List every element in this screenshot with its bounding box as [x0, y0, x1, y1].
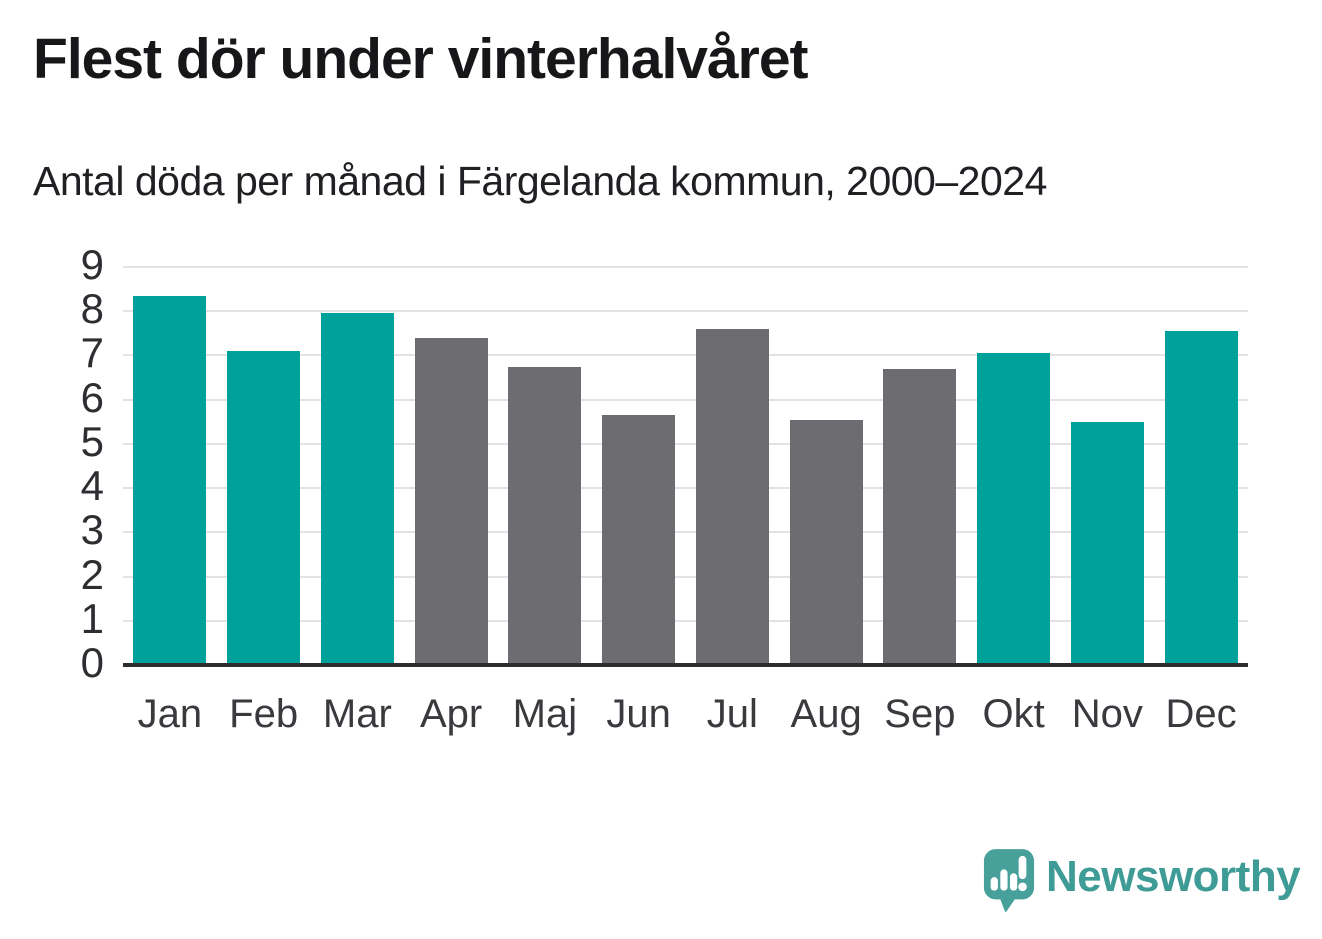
- gridline: [123, 354, 1248, 357]
- gridline: [123, 310, 1248, 313]
- bar-feb: [227, 351, 301, 665]
- bar-maj: [508, 366, 582, 665]
- x-axis: Jan Feb Mar Apr Maj Jun Jul Aug Sep Okt Nov Dec: [123, 688, 1248, 748]
- gridline: [123, 266, 1248, 268]
- x-axis-month-label: Okt: [982, 692, 1045, 736]
- y-axis-tick-label: 7: [80, 329, 104, 377]
- bar-jun: [602, 415, 676, 665]
- x-axis-month-label: Sep: [884, 692, 956, 736]
- bar-jan: [133, 295, 207, 665]
- y-axis-tick-label: 3: [80, 506, 104, 554]
- bar-aug: [789, 419, 863, 665]
- bar-sep: [883, 368, 957, 665]
- page-subtitle: Antal döda per månad i Färgelanda kommun…: [33, 158, 1047, 204]
- gridline: [123, 487, 1248, 490]
- y-axis-tick-label: 9: [80, 241, 104, 288]
- gridline: [123, 398, 1248, 401]
- bar-mar: [320, 313, 394, 665]
- gridline: [123, 531, 1248, 534]
- bar-jul: [695, 328, 769, 665]
- gridline: [123, 442, 1248, 445]
- y-axis-tick-label: 5: [80, 417, 104, 465]
- gridline: [123, 575, 1248, 578]
- x-axis-month-label: Apr: [420, 692, 483, 736]
- x-axis-month-label: Feb: [229, 692, 299, 736]
- x-axis-month-label: Aug: [790, 692, 862, 736]
- y-axis-tick-label: 6: [80, 373, 104, 421]
- x-axis-month-label: Jul: [706, 692, 758, 736]
- bar-okt: [977, 353, 1051, 665]
- y-axis-tick-label: 8: [80, 285, 104, 333]
- y-axis-tick-label: 0: [80, 639, 104, 686]
- x-axis-month-label: Maj: [512, 692, 578, 736]
- y-axis-tick-label: 1: [80, 594, 104, 642]
- page-title: Flest dör under vinterhalvåret: [33, 27, 809, 91]
- y-axis-tick-label: 4: [80, 462, 104, 510]
- bar-dec: [1164, 331, 1238, 665]
- bar-apr: [414, 337, 488, 665]
- plot-area: [123, 266, 1248, 667]
- y-axis-tick-label: 2: [80, 550, 104, 598]
- x-axis-month-label: Mar: [322, 692, 392, 736]
- x-axis-month-label: Jun: [606, 692, 671, 736]
- x-axis-month-label: Dec: [1165, 692, 1237, 736]
- x-axis-baseline: [123, 663, 1248, 667]
- bar-nov: [1070, 421, 1144, 665]
- x-axis-month-label: Nov: [1071, 692, 1143, 736]
- gridline: [123, 619, 1248, 622]
- x-axis-month-label: Jan: [137, 692, 203, 736]
